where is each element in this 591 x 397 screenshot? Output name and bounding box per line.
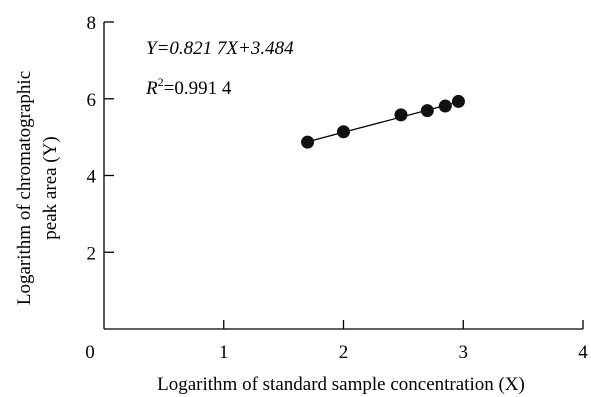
data-point: [438, 99, 452, 113]
data-point: [301, 135, 315, 149]
y-tick-label: 8: [87, 13, 97, 34]
regression-line: [307, 101, 459, 143]
regression-equation: Y=0.821 7X+3.484: [146, 38, 294, 59]
y-ticks: 2 4 6 8: [87, 13, 114, 264]
y-tick-label: 2: [87, 243, 97, 264]
x-tick-label: 1: [219, 342, 229, 363]
y-axis-label-line2: peak area (Y): [40, 136, 61, 239]
x-ticks: 0 1 2 3 4: [85, 320, 588, 363]
y-axis-label-line1: Logarithm of chromatographic: [14, 71, 35, 305]
y-tick-label: 4: [87, 167, 97, 188]
data-point: [451, 94, 465, 108]
axes: [103, 22, 583, 330]
data-points: [301, 94, 465, 149]
data-point: [337, 125, 350, 139]
x-tick-label: 2: [339, 342, 349, 363]
x-axis-label: Logarithm of standard sample concentrati…: [157, 374, 525, 395]
y-tick-label: 6: [87, 90, 97, 111]
x-tick-label: 3: [459, 342, 469, 363]
r-squared-annotation: R2=0.991 4: [145, 75, 232, 99]
x-tick-label: 4: [578, 342, 588, 363]
x-tick-label: 0: [85, 342, 95, 363]
data-point: [394, 108, 408, 122]
data-point: [420, 104, 434, 118]
